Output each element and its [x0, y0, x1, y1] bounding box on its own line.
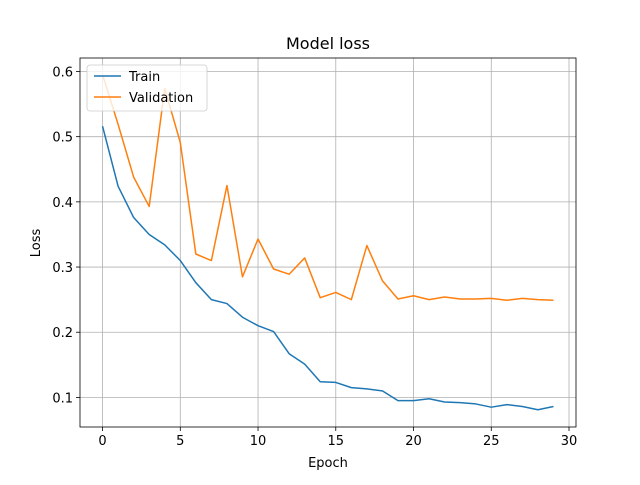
x-axis-label: Epoch: [308, 456, 348, 471]
x-tick-label: 20: [405, 434, 422, 449]
y-tick-label: 0.6: [52, 65, 73, 80]
y-tick-label: 0.5: [52, 131, 73, 146]
plot-frame: [79, 57, 577, 428]
y-tick-label: 0.1: [52, 391, 73, 406]
legend: Train Validation: [86, 64, 208, 112]
x-tick-label: 15: [328, 434, 345, 449]
axis-ticks: 0 5 10 15 20 25 30 0.1 0.2 0.3 0.4 0.5 0.6: [52, 65, 577, 449]
chart-title: Model loss: [286, 34, 370, 53]
series-line-train: [101, 126, 554, 411]
x-tick-label: 5: [176, 434, 184, 449]
grid: [80, 58, 576, 427]
x-tick-label: 10: [250, 434, 267, 449]
x-tick-label: 25: [483, 434, 500, 449]
y-axis-label: Loss: [29, 229, 44, 258]
series-lines: [101, 74, 554, 411]
x-tick-label: 30: [561, 434, 578, 449]
legend-label-train: Train: [128, 70, 160, 85]
series-line-validation: [101, 74, 554, 302]
y-tick-label: 0.3: [52, 261, 73, 276]
y-tick-label: 0.2: [52, 326, 73, 341]
x-tick-label: 0: [98, 434, 106, 449]
y-tick-label: 0.4: [52, 196, 73, 211]
legend-label-validation: Validation: [129, 91, 193, 106]
